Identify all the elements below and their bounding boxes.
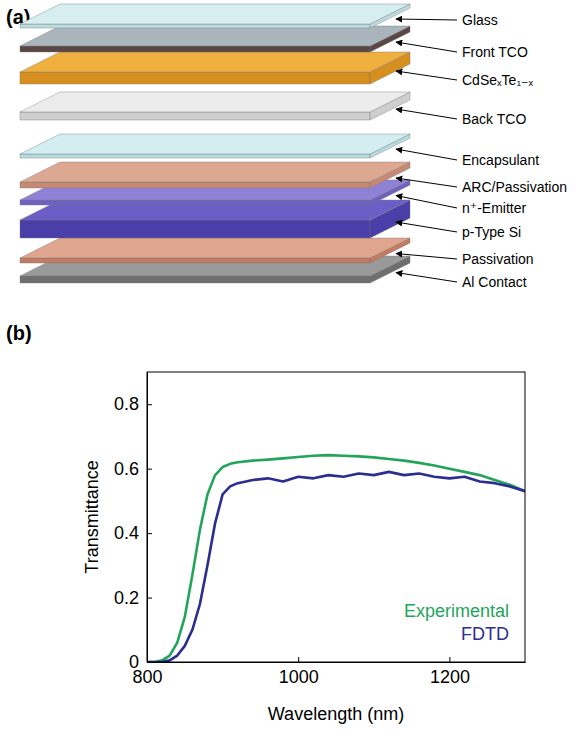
x-axis: 80010001200 [132,657,525,687]
layer [20,200,410,238]
layer-top [20,200,410,220]
y-tick-label: 0 [129,652,139,672]
layer [20,180,410,205]
x-tick-mark [449,657,450,662]
layer [20,162,410,188]
layer-label: ARC/Passivation [462,179,567,195]
layer [20,256,410,283]
layer-top [20,238,410,258]
layer-top [20,180,410,200]
layer [20,52,410,84]
layer-label: Glass [462,12,498,28]
y-axis-line [147,373,148,663]
layer-front [20,24,370,28]
x-axis-title: Wavelength (nm) [268,704,404,724]
x-tick: 1000 [279,657,319,687]
arrows [396,19,457,282]
y-tick-mark [147,404,152,405]
y-axis-title: Transmittance [82,460,102,573]
y-tick: 0.8 [114,394,152,414]
layer [20,4,410,28]
y-tick-label: 0.6 [114,459,139,479]
arrow [396,42,457,52]
legend-entry: FDTD [461,624,509,644]
arrow [396,254,457,260]
y-tick-mark [147,662,152,663]
layer-label: p-Type Si [462,224,521,240]
layer-label: Front TCO [462,44,528,60]
layer [20,134,410,158]
x-tick-label: 1000 [279,667,319,687]
layer-top [20,162,410,182]
series-line [147,455,525,662]
arrow [396,149,457,160]
layer-front [20,258,370,263]
layer-top [20,52,410,72]
layer-label: Back TCO [462,111,526,127]
layer-front [20,200,370,205]
arrow [396,109,457,119]
y-tick-mark [147,598,152,599]
layer-front [20,154,370,158]
layer-front [20,112,370,120]
plot-area [147,455,525,662]
layer-front [20,72,370,84]
y-axis: 0 0.2 0.4 0.6 0.8 [114,373,152,673]
layer [20,26,410,52]
layer-label: Al Contact [462,274,527,290]
x-tick: 1200 [430,657,470,687]
layer-top [20,92,410,112]
y-tick-mark [147,469,152,470]
layer-label: n⁺-Emitter [462,200,527,216]
layer-label: CdSeₓTe₁₋ₓ [462,72,534,88]
arrow [396,19,457,20]
layer-top [20,256,410,276]
arrow [396,71,457,80]
layer-front [20,220,370,238]
layer-top [20,26,410,46]
arrow [396,273,457,283]
arrow [396,178,457,187]
panel-label: (b) [6,322,32,344]
arrow [396,222,457,232]
y-tick: 0.4 [114,523,152,543]
layer-top [20,4,410,24]
y-tick: 0.6 [114,459,152,479]
x-tick-mark [298,657,299,662]
legend: Experimental FDTD [404,601,509,644]
y-tick-label: 0.2 [114,588,139,608]
x-axis-line [148,662,526,663]
layer-stack [20,4,410,283]
y-tick-label: 0.4 [114,523,139,543]
y-tick: 0 [129,652,152,672]
layer-front [20,276,370,283]
layer [20,92,410,120]
x-tick-label: 1200 [430,667,470,687]
layer-labels: Glass Front TCO CdSeₓTe₁₋ₓ Back TCO Encapsul… [462,12,567,290]
layer [20,238,410,263]
plot-frame [147,372,525,662]
y-tick: 0.2 [114,588,152,608]
arrow [396,196,457,209]
y-tick-label: 0.8 [114,394,139,414]
y-tick-mark [147,533,152,534]
layer-top [20,134,410,154]
layer-front [20,46,370,52]
series-line [147,472,525,662]
layer-front [20,182,370,188]
legend-entry: Experimental [404,601,509,621]
layer-label: Passivation [462,251,534,267]
figure: (a)GlassFront TCOCdSeₓTe₁₋ₓBack TCOEncap… [0,0,579,748]
layer-label: Encapsulant [462,152,539,168]
